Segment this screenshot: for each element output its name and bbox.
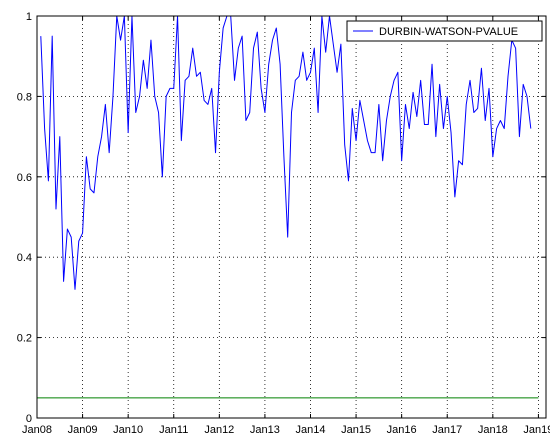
x-tick-label: Jan19	[523, 424, 550, 436]
y-tick-label: 0	[26, 413, 32, 425]
series-line-durbin-watson-pvalue	[40, 15, 532, 290]
x-tick-label: Jan09	[68, 424, 98, 436]
x-tick-label: Jan08	[22, 424, 52, 436]
x-tick-label: Jan15	[341, 424, 371, 436]
x-tick-label: Jan14	[296, 424, 326, 436]
x-tick-label: Jan16	[387, 424, 417, 436]
y-tick-label: 0.4	[17, 252, 32, 264]
axes-frame	[36, 15, 547, 419]
y-tick-label: 0.8	[17, 91, 32, 103]
x-tick-label: Jan11	[159, 424, 188, 436]
series-group	[37, 15, 539, 399]
x-tick-label: Jan12	[204, 424, 234, 436]
y-tick-labels: 0 0.2 0.4 0.6 0.8 1	[17, 11, 32, 425]
y-tick-label: 1	[26, 11, 32, 23]
x-tick-label: Jan17	[432, 424, 462, 436]
legend-label: DURBIN-WATSON-PVALUE	[379, 26, 518, 38]
x-tick-label: Jan13	[250, 424, 280, 436]
ticks	[36, 15, 546, 419]
y-tick-label: 0.6	[17, 172, 32, 184]
x-tick-labels: Jan08 Jan09 Jan10 Jan11 Jan12 Jan13 Jan14 Jan15…	[22, 424, 550, 436]
grid	[37, 16, 546, 418]
x-tick-label: Jan10	[113, 424, 143, 436]
x-tick-label: Jan18	[478, 424, 508, 436]
plot-area	[37, 16, 546, 418]
y-tick-label: 0.2	[17, 333, 32, 345]
legend: DURBIN-WATSON-PVALUE	[346, 20, 543, 42]
legend-box	[346, 20, 543, 42]
